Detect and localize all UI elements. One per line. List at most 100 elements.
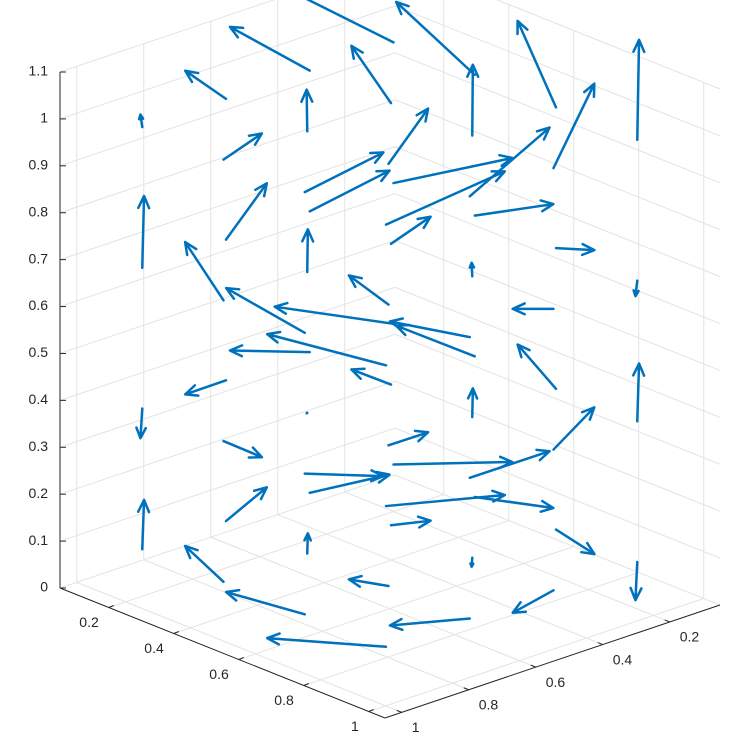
arrow [511,302,555,316]
z-tick-label: 0.2 [29,485,49,501]
grid-line [394,99,721,231]
arrow [224,182,269,241]
arrow [632,362,646,423]
grid-line [76,581,402,713]
y-tick [664,619,670,623]
x-tick-label: 0.4 [144,640,164,656]
grid-line [59,239,396,354]
y-tick-label: 0.2 [680,629,700,645]
arrow [466,387,479,419]
arrow [388,617,471,632]
z-tick-label: 0.3 [29,438,49,454]
z-tick-label: 0 [40,579,48,595]
arrow [466,63,480,137]
grid-line [59,474,396,589]
grid-line [210,536,536,668]
arrow [137,194,151,270]
arrow [469,556,475,568]
z-tick-label: 0.4 [29,391,49,407]
arrow [384,489,507,508]
grid-line [394,52,721,184]
arrow [552,82,596,170]
z-tick-label: 0.1 [29,532,49,548]
arrow [222,439,264,459]
arrow [629,560,643,602]
arrow [392,455,514,469]
grid-line [344,491,670,623]
grid-line [394,427,721,559]
arrow [387,429,430,447]
arrow [305,0,395,44]
arrow [473,199,555,217]
grid-line [59,52,396,167]
grid-line [59,146,396,261]
arrow [228,344,311,358]
x-axis [59,587,386,719]
grid-line [496,0,721,90]
grid-line [394,5,721,137]
arrow [183,69,228,101]
arrow [301,228,315,274]
y-tick-label: 1 [412,719,420,735]
arrow [222,132,264,161]
grid-line [59,5,396,120]
grid-line [394,239,721,371]
grid-line [173,520,509,634]
arrow [265,632,388,649]
arrow [135,407,148,440]
grid-line [277,514,603,646]
arrow [632,38,646,142]
z-tick-label: 0.5 [29,344,49,360]
grid-line [108,494,444,608]
grid-line [368,598,704,712]
x-tick [238,657,244,660]
arrow [136,498,151,551]
arrow [347,574,390,588]
arrow [511,589,555,615]
y-axis [384,604,721,719]
grid-line [394,286,721,418]
arrow [224,286,306,335]
arrow [273,301,395,326]
arrow [552,406,596,451]
arrow [300,88,314,133]
arrow [350,44,393,105]
y-tick [463,687,469,691]
z-tick-label: 1.1 [29,63,49,79]
arrow [473,495,555,513]
grid-line [394,474,721,606]
arrow [388,317,471,339]
arrow [303,532,313,555]
arrow [183,544,225,584]
arrow [224,588,306,616]
y-tick [396,709,402,713]
arrow [183,240,225,302]
y-tick-label: 0.8 [479,696,499,712]
arrow [228,25,311,72]
x-tick-label: 0.8 [274,692,294,708]
x-tick [303,683,309,686]
z-tick-label: 0.9 [29,157,49,173]
grid-line [394,193,721,325]
z-tick-label: 0.6 [29,297,49,313]
x-tick-label: 0.2 [79,614,99,630]
arrow [516,343,558,391]
arrow [387,107,430,166]
x-tick [108,605,114,608]
x-tick-label: 0.6 [209,666,229,682]
grid-line [303,572,639,686]
arrow [303,469,385,483]
grid-line [59,380,396,495]
grid-line [59,193,396,308]
arrow [305,411,309,415]
grid-line [143,559,469,691]
x-tick [173,631,179,634]
y-tick [597,642,603,646]
arrow [392,153,514,185]
grid-line [394,146,721,278]
z-tick-label: 0.8 [29,203,49,219]
arrow [350,367,393,386]
arrow [554,528,596,556]
y-tick-label: 0.4 [613,651,633,667]
